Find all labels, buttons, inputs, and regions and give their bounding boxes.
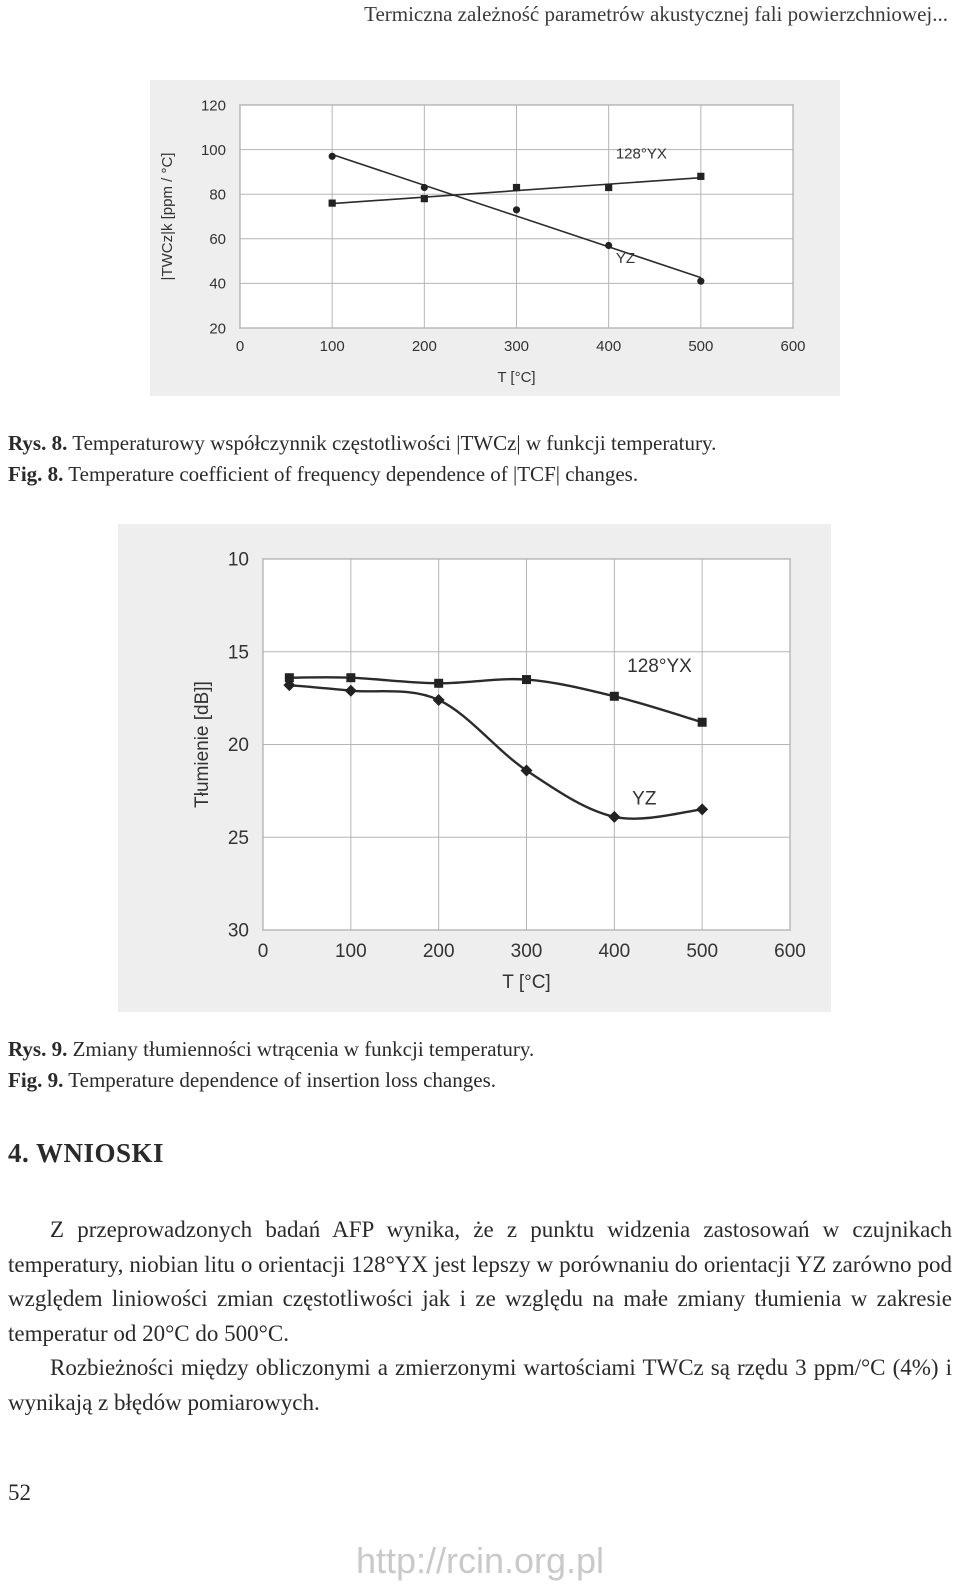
- data-point: [697, 277, 705, 285]
- caption-pl: Rys. 8. Temperaturowy współczynnik częst…: [8, 428, 716, 459]
- data-point: [605, 241, 613, 250]
- paragraph: Rozbieżności między obliczonymi a zmierz…: [8, 1355, 952, 1415]
- data-point: [328, 152, 336, 160]
- chart-insertion-loss: 0 100 200 300 400 500 600 10 15 20 25 30 T [°C] Tłumi…: [192, 550, 806, 993]
- data-point: [283, 679, 296, 692]
- page-number: 52: [8, 1480, 31, 1505]
- data-point: [512, 206, 521, 214]
- data-point: [432, 693, 445, 706]
- y-tick-label: 30: [228, 921, 249, 942]
- caption-text: Temperature coefficient of frequency dep…: [63, 462, 639, 486]
- series-label: 128°YX: [627, 656, 692, 677]
- y-tick-label: 60: [209, 231, 226, 248]
- running-header: Termiczna zależność parametrów akustyczn…: [364, 2, 948, 26]
- y-tick-label: 25: [228, 828, 249, 849]
- paragraph: Z przeprowadzonych badań AFP wynika, że …: [8, 1217, 952, 1346]
- y-axis-label: Tłumienie [dB]]: [192, 681, 213, 808]
- caption-label: Fig. 8.: [8, 462, 64, 486]
- series-line: [331, 153, 702, 279]
- y-tick-label: 20: [209, 320, 226, 337]
- y-tick-label: 10: [228, 550, 249, 571]
- data-point: [434, 678, 444, 688]
- data-point: [420, 195, 428, 203]
- x-tick-label: 400: [596, 338, 621, 355]
- caption-en: Fig. 9. Temperature dependence of insert…: [8, 1065, 534, 1096]
- x-tick-label: 300: [504, 338, 529, 355]
- data-point: [346, 673, 356, 683]
- x-tick-label: 400: [598, 941, 630, 962]
- figure-9-caption: Rys. 9. Zmiany tłumienności wtrącenia w …: [8, 1034, 534, 1096]
- y-tick-label: 100: [201, 142, 226, 159]
- section-title: 4. WNIOSKI: [8, 1138, 165, 1168]
- data-point: [608, 810, 621, 823]
- data-point: [328, 199, 336, 207]
- x-tick-label: 0: [258, 941, 269, 962]
- y-tick-label: 120: [201, 97, 226, 114]
- x-tick-label: 600: [774, 941, 806, 962]
- data-point: [344, 684, 357, 697]
- series-label: YZ: [616, 250, 635, 267]
- x-tick-label: 100: [335, 941, 367, 962]
- data-point: [696, 803, 709, 816]
- x-tick-label: 200: [412, 338, 437, 355]
- watermark: http://rcin.org.pl: [355, 1540, 605, 1581]
- data-point: [420, 183, 428, 192]
- data-point: [520, 764, 533, 777]
- caption-text: Temperaturowy współczynnik częstotliwośc…: [67, 431, 717, 455]
- data-point: [697, 717, 707, 727]
- figure-8: 0 100 200 300 400 500 600 20 40 60 80 100 120 T [°C] |…: [150, 80, 840, 396]
- caption-label: Rys. 9.: [8, 1037, 68, 1061]
- x-tick-label: 500: [688, 338, 713, 355]
- caption-text: Temperature dependence of insertion loss…: [63, 1068, 496, 1092]
- x-tick-label: 100: [320, 338, 345, 355]
- caption-en: Fig. 8. Temperature coefficient of frequ…: [8, 459, 716, 490]
- x-axis-label: T [°C]: [497, 369, 535, 386]
- data-point: [512, 183, 521, 192]
- data-point: [605, 183, 613, 192]
- figure-8-caption: Rys. 8. Temperaturowy współczynnik częst…: [8, 428, 716, 490]
- x-tick-label: 300: [511, 941, 543, 962]
- body-text: Z przeprowadzonych badań AFP wynika, że …: [8, 1213, 952, 1420]
- caption-label: Rys. 8.: [8, 431, 68, 455]
- data-point: [697, 172, 705, 180]
- x-axis-label: T [°C]: [502, 972, 550, 993]
- y-axis-label: |TWCz|k [ppm / °C]: [159, 153, 176, 281]
- chart-twcz: 0 100 200 300 400 500 600 20 40 60 80 100 120 T [°C] |…: [159, 97, 806, 386]
- x-tick-label: 600: [780, 338, 805, 355]
- series-label: YZ: [632, 788, 657, 809]
- data-point: [522, 675, 531, 685]
- x-tick-label: 500: [686, 941, 718, 962]
- figure-9: 0 100 200 300 400 500 600 10 15 20 25 30 T [°C] Tłumi…: [118, 524, 831, 1012]
- y-tick-label: 80: [209, 186, 226, 203]
- x-tick-label: 200: [423, 941, 455, 962]
- y-tick-label: 20: [228, 735, 249, 756]
- y-tick-label: 15: [228, 642, 249, 663]
- caption-text: Zmiany tłumienności wtrącenia w funkcji …: [67, 1037, 535, 1061]
- series-label: 128°YX: [616, 145, 667, 162]
- data-point: [284, 673, 294, 683]
- data-point: [609, 691, 619, 701]
- caption-pl: Rys. 9. Zmiany tłumienności wtrącenia w …: [8, 1034, 534, 1065]
- x-tick-label: 0: [236, 338, 244, 355]
- y-tick-label: 40: [209, 276, 226, 293]
- caption-label: Fig. 9.: [8, 1068, 64, 1092]
